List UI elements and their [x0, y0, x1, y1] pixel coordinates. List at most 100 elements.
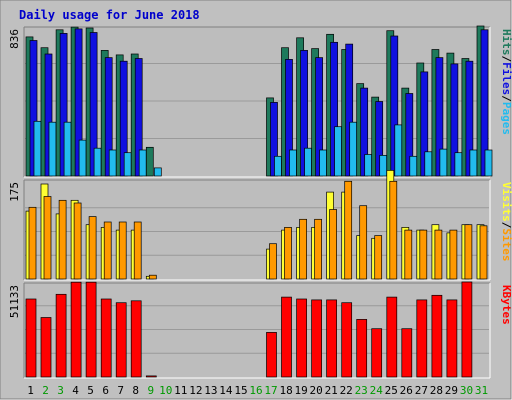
bar-kbytes-7 — [115, 302, 127, 378]
day-label-26: 26 — [400, 384, 413, 397]
day-label-7: 7 — [117, 384, 124, 397]
bar-sites-17 — [269, 243, 277, 280]
day-label-22: 22 — [340, 384, 353, 397]
bar-pages-4 — [78, 139, 87, 177]
bar-sites-8 — [133, 221, 142, 280]
bar-sites-28 — [434, 229, 443, 280]
bar-files-4 — [74, 28, 83, 177]
bar-sites-24 — [374, 235, 383, 280]
bar-sites-30 — [464, 224, 473, 280]
bar-kbytes-2 — [40, 317, 52, 378]
bar-sites-19 — [299, 218, 307, 280]
legend-separator: / — [500, 222, 512, 229]
bar-files-27 — [420, 71, 429, 177]
bar-kbytes-9 — [145, 375, 157, 378]
bar-files-17 — [270, 102, 278, 177]
panel-middle-legend: Visits/Sites — [500, 182, 512, 262]
bar-files-29 — [450, 63, 459, 177]
bar-pages-7 — [123, 152, 132, 177]
bar-sites-5 — [88, 216, 97, 280]
bar-files-7 — [119, 60, 128, 177]
bar-files-6 — [104, 57, 113, 177]
bar-kbytes-21 — [326, 299, 337, 378]
ymax-label: 175 — [8, 182, 21, 202]
day-label-18: 18 — [279, 384, 292, 397]
x-axis: 1 2 3 4 5 6 7 8 9 10 11 12 13 14 15 16 17 18 19 20 21 22 23 24 2… — [27, 384, 488, 397]
bar-pages-29 — [454, 152, 463, 177]
day-label-27: 27 — [415, 384, 428, 397]
ymax-label: 836 — [8, 29, 21, 49]
bar-files-23 — [360, 87, 369, 177]
day-label-5: 5 — [87, 384, 94, 397]
bar-files-25 — [390, 35, 399, 177]
bar-files-22 — [345, 43, 354, 177]
bar-pages-17 — [274, 155, 282, 177]
panel-top-legend: Hits/Files/Pages — [500, 29, 512, 135]
day-label-20: 20 — [309, 384, 322, 397]
legend-kbytes: KBytes — [500, 285, 512, 325]
bar-files-2 — [44, 53, 53, 177]
bar-kbytes-8 — [130, 300, 142, 378]
bar-kbytes-6 — [100, 298, 112, 378]
bar-files-21 — [330, 41, 338, 177]
day-label-2: 2 — [42, 384, 49, 397]
bar-hits-9 — [145, 146, 154, 177]
bar-files-26 — [405, 93, 414, 177]
bar-files-20 — [315, 57, 323, 177]
bar-sites-21 — [329, 209, 337, 280]
bar-pages-6 — [108, 149, 117, 177]
legend-visits: Visits — [500, 182, 512, 222]
bar-pages-27 — [424, 151, 433, 177]
bar-pages-19 — [304, 147, 312, 177]
bar-files-18 — [285, 59, 293, 177]
bar-files-30 — [465, 60, 474, 177]
bar-files-24 — [375, 101, 384, 177]
bar-sites-31 — [479, 225, 488, 280]
bar-pages-18 — [289, 149, 297, 177]
panel-bottom: 51133 KBytes — [8, 281, 512, 379]
bar-kbytes-25 — [386, 296, 398, 378]
bar-sites-1 — [28, 206, 37, 280]
bar-kbytes-30 — [461, 281, 473, 378]
panel-top: 836 Hits/Files/Pages — [8, 25, 512, 178]
day-label-19: 19 — [294, 384, 307, 397]
bar-files-1 — [29, 40, 38, 177]
legend-separator: / — [500, 56, 512, 63]
bar-sites-23 — [359, 205, 368, 280]
bar-kbytes-26 — [401, 328, 413, 378]
bar-kbytes-23 — [356, 319, 368, 378]
day-label-25: 25 — [385, 384, 398, 397]
bar-kbytes-27 — [416, 299, 428, 378]
bar-sites-6 — [103, 221, 112, 280]
bar-pages-24 — [379, 155, 388, 177]
bar-pages-5 — [93, 147, 102, 177]
day-label-1: 1 — [27, 384, 34, 397]
bar-pages-22 — [349, 121, 358, 177]
day-label-29: 29 — [445, 384, 458, 397]
day-label-9: 9 — [147, 384, 154, 397]
bar-pages-28 — [439, 148, 448, 177]
chart-title: Daily usage for June 2018 — [19, 8, 200, 22]
day-label-30: 30 — [460, 384, 473, 397]
bar-kbytes-28 — [431, 294, 443, 378]
day-label-14: 14 — [219, 384, 233, 397]
bar-sites-2 — [43, 196, 52, 280]
bar-files-19 — [300, 50, 308, 177]
bar-files-28 — [435, 57, 444, 177]
bar-kbytes-29 — [446, 299, 458, 378]
bar-kbytes-5 — [85, 281, 97, 378]
bar-files-3 — [59, 33, 68, 177]
bar-sites-25 — [389, 180, 398, 280]
day-label-12: 12 — [189, 384, 202, 397]
bar-sites-29 — [449, 229, 458, 280]
bar-kbytes-24 — [371, 328, 383, 378]
bar-sites-3 — [58, 199, 67, 280]
bar-sites-4 — [73, 202, 82, 280]
day-label-6: 6 — [102, 384, 109, 397]
bar-pages-3 — [63, 121, 72, 177]
bar-kbytes-3 — [55, 293, 67, 378]
legend-pages: Pages — [500, 102, 512, 135]
bar-sites-27 — [419, 229, 428, 280]
bar-kbytes-18 — [281, 296, 292, 378]
